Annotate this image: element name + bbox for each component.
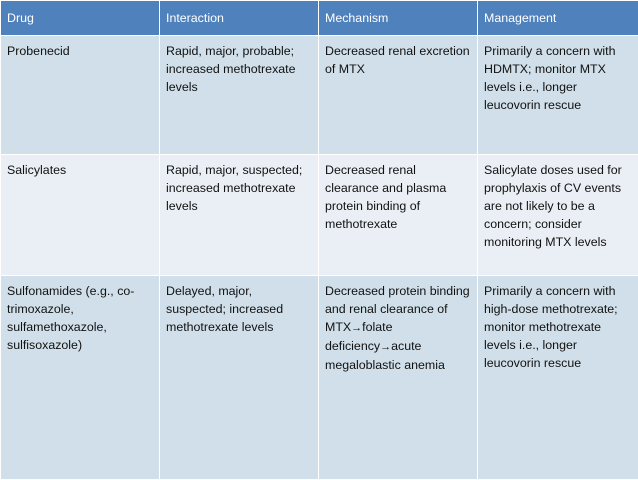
drug-cell: Probenecid xyxy=(1,36,160,155)
management-cell: Primarily a concern with high-dose metho… xyxy=(478,276,638,480)
mechanism-text-part: Decreased protein binding and renal clea… xyxy=(325,284,470,334)
table-row: Salicylates Rapid, major, suspected; inc… xyxy=(1,155,638,276)
table-row: Sulfonamides (e.g., co-trimoxazole, sulf… xyxy=(1,276,638,480)
management-cell: Salicylate doses used for prophylaxis of… xyxy=(478,155,638,276)
header-row: Drug Interaction Mechanism Management xyxy=(1,1,638,36)
column-header-mechanism: Mechanism xyxy=(319,1,478,36)
mechanism-cell: Decreased protein binding and renal clea… xyxy=(319,276,478,480)
right-arrow-icon: → xyxy=(380,341,391,353)
mechanism-cell: Decreased renal excretion of MTX xyxy=(319,36,478,155)
column-header-management: Management xyxy=(478,1,638,36)
management-cell: Primarily a concern with HDMTX; monitor … xyxy=(478,36,638,155)
drug-cell: Sulfonamides (e.g., co-trimoxazole, sulf… xyxy=(1,276,160,480)
interaction-cell: Delayed, major, suspected; increased met… xyxy=(160,276,319,480)
interaction-cell: Rapid, major, probable; increased methot… xyxy=(160,36,319,155)
mechanism-cell: Decreased renal clearance and plasma pro… xyxy=(319,155,478,276)
interaction-cell: Rapid, major, suspected; increased metho… xyxy=(160,155,319,276)
column-header-interaction: Interaction xyxy=(160,1,319,36)
right-arrow-icon: → xyxy=(351,322,362,334)
column-header-drug: Drug xyxy=(1,1,160,36)
table-row: Probenecid Rapid, major, probable; incre… xyxy=(1,36,638,155)
drug-cell: Salicylates xyxy=(1,155,160,276)
